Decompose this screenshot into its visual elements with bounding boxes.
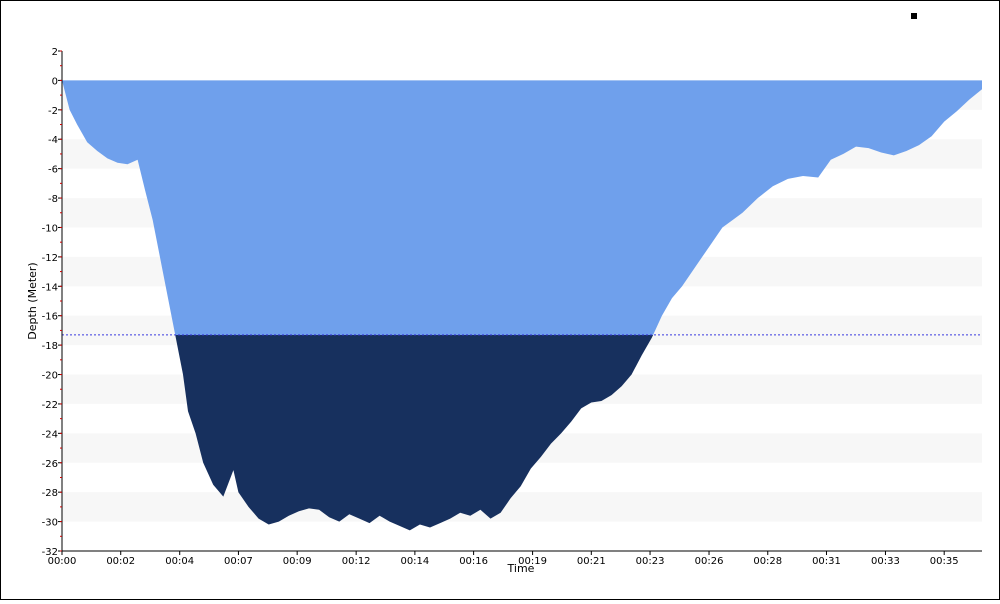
x-tick-label: 00:00 (48, 556, 77, 567)
y-tick-label: -12 (42, 253, 58, 264)
y-tick-label: -4 (48, 135, 58, 146)
x-tick-label: 00:07 (224, 556, 253, 567)
y-tick-label: -18 (42, 341, 58, 352)
x-tick-label: 00:21 (577, 556, 606, 567)
x-tick-label: 00:04 (165, 556, 194, 567)
y-tick-label: -26 (42, 459, 58, 470)
y-tick-label: -10 (42, 223, 58, 234)
x-tick-label: 00:12 (342, 556, 371, 567)
y-tick-label: -14 (42, 282, 58, 293)
y-tick-label: -8 (48, 194, 58, 205)
deep-depth-area (175, 335, 654, 531)
x-ticks: 00:00 00:02 00:04 00:07 00:09 00:12 00:14 00:16… (48, 551, 959, 567)
x-tick-label: 00:19 (518, 556, 547, 567)
shallow-depth-area (62, 80, 982, 335)
y-tick-label: -6 (48, 165, 58, 176)
x-tick-label: 00:02 (106, 556, 135, 567)
x-tick-label: 00:35 (930, 556, 959, 567)
x-tick-label: 00:16 (459, 556, 488, 567)
grid-band (62, 492, 982, 522)
y-tick-label: -24 (42, 429, 58, 440)
y-ticks: 2 0 -2 -4 -6 -8 -10 -12 -14 -16 -18 -20 -22 -24 -26 -28… (42, 47, 62, 558)
x-tick-label: 00:09 (283, 556, 312, 567)
y-tick-label: 2 (52, 47, 58, 58)
x-tick-label: 00:28 (753, 556, 782, 567)
y-tick-label: -2 (48, 106, 58, 117)
y-tick-label: 0 (52, 76, 58, 87)
x-axis-label: Time (507, 562, 535, 575)
x-tick-label: 00:14 (400, 556, 429, 567)
y-tick-label: -28 (42, 488, 58, 499)
x-tick-label: 00:31 (812, 556, 841, 567)
x-tick-label: 00:26 (695, 556, 724, 567)
y-tick-label: -32 (42, 547, 58, 558)
y-axis-label: Depth (Meter) (26, 262, 39, 339)
depth-areas (62, 80, 982, 531)
x-tick-label: 00:23 (636, 556, 665, 567)
legend-marker (911, 13, 917, 19)
y-tick-label: -20 (42, 371, 58, 382)
y-tick-label: -22 (42, 400, 58, 411)
y-tick-label: -16 (42, 312, 58, 323)
y-tick-label: -30 (42, 518, 58, 529)
x-tick-label: 00:33 (871, 556, 900, 567)
